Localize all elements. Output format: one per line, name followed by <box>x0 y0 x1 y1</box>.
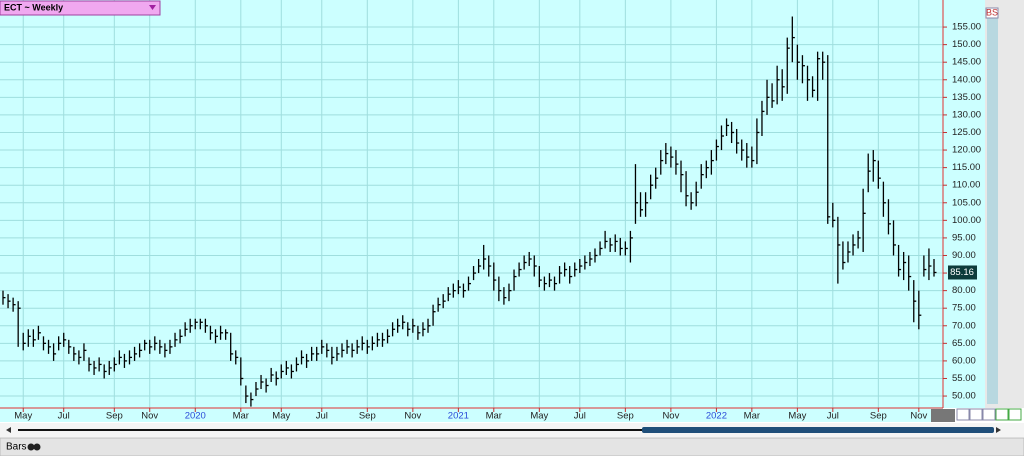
corner-box[interactable] <box>985 7 999 19</box>
x-tick-label: 2020 <box>185 411 206 422</box>
last-price-box <box>948 265 977 280</box>
y-tick-label: 120.00 <box>952 145 981 156</box>
y-tick-label: 105.00 <box>952 197 981 208</box>
scroll-left[interactable] <box>6 427 11 433</box>
x-tick-label: Mar <box>486 411 502 422</box>
y-tick-label: 65.00 <box>952 338 976 349</box>
icon[interactable] <box>1008 408 1022 421</box>
x-tick-label: May <box>788 411 806 422</box>
y-tick-label: 95.00 <box>952 232 976 243</box>
x-tick-label: Jul <box>574 411 586 422</box>
scroll-thumb[interactable] <box>642 427 994 433</box>
x-tick-label: May <box>272 411 290 422</box>
x-tick-label: Nov <box>910 411 927 422</box>
x-tick-label: Sep <box>106 411 123 422</box>
icon[interactable] <box>956 408 970 421</box>
toolbar-icons <box>956 408 1022 421</box>
y-tick-label: 80.00 <box>952 285 976 296</box>
symbol-box[interactable] <box>0 0 161 16</box>
y-tick-label: 90.00 <box>952 250 976 261</box>
plot-bg <box>0 0 985 408</box>
icon[interactable] <box>995 408 1009 421</box>
x-tick-label: May <box>14 411 32 422</box>
status-icon <box>33 443 41 451</box>
y-tick-label: 145.00 <box>952 57 981 68</box>
dropdown-arrow[interactable] <box>149 5 156 10</box>
status-bar <box>0 437 1024 457</box>
x-tick-label: May <box>530 411 548 422</box>
y-tick-label: 110.00 <box>952 180 980 191</box>
y-tick-label: 75.00 <box>952 303 976 314</box>
y-tick-label: 115.00 <box>952 162 980 173</box>
x-tick-label: Jul <box>316 411 328 422</box>
status-label: Bars <box>6 442 27 453</box>
x-tick-label: Sep <box>870 411 887 422</box>
x-tick-label: Sep <box>359 411 376 422</box>
symbol-title: ECT ~ Weekly <box>4 2 63 12</box>
x-tick-label: Jul <box>827 411 839 422</box>
corner-label: BS <box>986 7 998 17</box>
y-tick-label: 60.00 <box>952 355 976 366</box>
y-tick-label: 50.00 <box>952 391 976 402</box>
icon[interactable] <box>982 408 996 421</box>
x-tick-label: 2022 <box>706 411 727 422</box>
x-tick-label: Sep <box>617 411 634 422</box>
status-icon <box>27 443 35 451</box>
scroll-right[interactable] <box>996 427 1001 433</box>
y-tick-label: 125.00 <box>952 127 981 138</box>
scroll-thumb-end <box>931 409 955 422</box>
y-tick-label: 55.00 <box>952 373 976 384</box>
x-tick-label: Nov <box>141 411 158 422</box>
scale-strip <box>987 18 998 404</box>
y-tick-label: 130.00 <box>952 109 981 120</box>
x-tick-label: 2021 <box>448 411 469 422</box>
x-tick-label: Nov <box>662 411 679 422</box>
x-axis-strip <box>0 408 943 422</box>
y-tick-label: 135.00 <box>952 92 981 103</box>
y-tick-label: 140.00 <box>952 74 981 85</box>
y-tick-label: 150.00 <box>952 39 981 50</box>
x-tick-label: Mar <box>233 411 249 422</box>
y-tick-label: 100.00 <box>952 215 981 226</box>
y-tick-label: 155.00 <box>952 22 981 33</box>
x-tick-label: Mar <box>744 411 760 422</box>
x-tick-label: Nov <box>404 411 421 422</box>
y-tick-label: 70.00 <box>952 320 976 331</box>
x-tick-label: Jul <box>58 411 70 422</box>
last-price-label: 85.16 <box>950 267 974 278</box>
icon[interactable] <box>969 408 983 421</box>
